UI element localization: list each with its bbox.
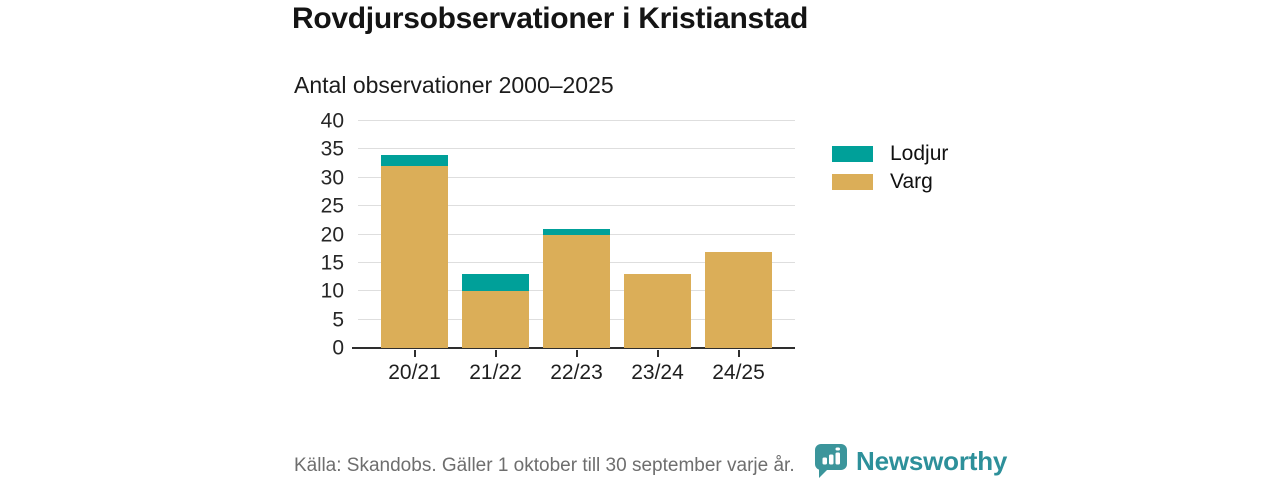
y-tick-label: 15 (320, 251, 344, 275)
brand-name: Newsworthy (856, 445, 1008, 476)
bar-segment-varg-20-21 (381, 166, 448, 348)
plot-area: 20/21 21/22 22/23 23/24 24/25 (352, 120, 795, 384)
x-tick-label: 22/23 (550, 361, 603, 384)
gridline (358, 120, 795, 121)
bar-chart-speech-bubble-icon (815, 444, 847, 478)
bar-segment-lodjur-22-23 (543, 228, 610, 235)
chart-subtitle: Antal observationer 2000–2025 (294, 72, 614, 98)
x-tick-label: 23/24 (631, 361, 684, 384)
legend-item-varg: Varg (832, 168, 948, 196)
x-axis-line (352, 347, 795, 349)
legend-item-lodjur: Lodjur (832, 140, 948, 168)
gridline (358, 176, 795, 178)
x-tick-mark (656, 350, 659, 357)
y-tick-label: 10 (320, 279, 344, 303)
bar-segment-varg-21-22 (462, 291, 529, 348)
x-tick-mark (737, 350, 740, 357)
bar-segment-lodjur-20-21 (381, 155, 448, 167)
bar-segment-varg-24-25 (705, 251, 772, 348)
legend-label: Varg (890, 170, 933, 193)
bar-segment-varg-22-23 (543, 234, 610, 348)
y-tick-label: 20 (320, 223, 344, 246)
page-title: Rovdjursobservationer i Kristianstad (292, 2, 809, 35)
x-tick-mark (575, 350, 578, 357)
y-axis-labels: 0 5 10 15 20 25 30 35 40 (288, 111, 344, 359)
brand-logo: Newsworthy (814, 443, 1007, 479)
x-tick-mark (494, 350, 497, 357)
x-tick-label: 21/22 (469, 361, 522, 384)
x-tick-label: 24/25 (712, 361, 765, 384)
y-tick-label: 35 (320, 137, 344, 161)
y-tick-label: 40 (320, 109, 344, 133)
x-tick-mark (413, 350, 416, 357)
legend-label: Lodjur (890, 142, 949, 165)
x-tick-label: 20/21 (388, 361, 441, 384)
y-tick-label: 5 (332, 308, 344, 332)
y-tick-label: 0 (332, 336, 344, 360)
legend-swatch (832, 146, 873, 162)
bar-segment-lodjur-21-22 (462, 274, 529, 292)
gridline (358, 148, 795, 150)
y-tick-label: 25 (320, 194, 344, 218)
legend: Lodjur Varg (832, 140, 948, 196)
y-tick-label: 30 (320, 166, 344, 190)
bar-segment-varg-23-24 (624, 274, 691, 348)
legend-swatch (832, 174, 873, 190)
gridline (358, 205, 795, 207)
source-note: Källa: Skandobs. Gäller 1 oktober till 3… (294, 455, 795, 476)
